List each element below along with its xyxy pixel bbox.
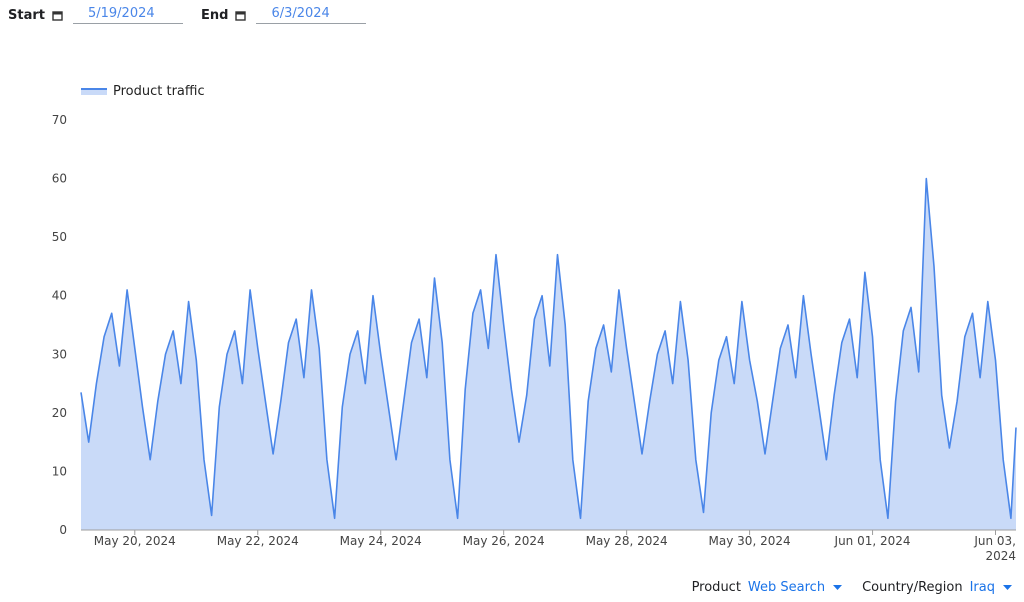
legend-swatch (81, 89, 107, 95)
date-controls: Start 5/19/2024 End 6/3/2024 (8, 6, 384, 24)
calendar-icon[interactable] (235, 10, 247, 21)
end-date[interactable]: 6/3/2024 (256, 6, 367, 24)
x-tick-label-part: 2024 (985, 549, 1016, 563)
x-tick-label: May 26, 2024 (463, 534, 545, 548)
y-tick-label: 60 (52, 172, 67, 186)
x-tick-label: Jun 01, 2024 (834, 534, 911, 548)
filter[interactable]: Country/Region Iraq (862, 580, 1012, 595)
x-tick-label: May 24, 2024 (340, 534, 422, 548)
filter-label: Country/Region (862, 580, 963, 595)
y-tick-label: 50 (52, 230, 67, 244)
y-tick-label: 10 (52, 464, 67, 478)
filter-value[interactable]: Web Search (747, 580, 826, 595)
x-tick-label: May 28, 2024 (586, 534, 668, 548)
end-label: End (200, 7, 229, 23)
filters: Product Web Search Country/Region Iraq (672, 580, 1012, 595)
chart: 0 10 20 30 40 50 60 70 Product traffic May 20, 20… (52, 84, 1017, 563)
x-tick-label: May 20, 2024 (94, 534, 176, 548)
x-tick-label: May 22, 2024 (217, 534, 299, 548)
start-label: Start (8, 7, 45, 23)
x-tick-label-part: Jun 03, (973, 534, 1016, 548)
filter-label: Product (691, 580, 741, 595)
dropdown-arrow[interactable] (1003, 585, 1012, 590)
y-tick-label: 40 (52, 289, 67, 303)
calendar-icon[interactable] (52, 10, 63, 21)
filter[interactable]: Product Web Search (692, 580, 843, 595)
filter-value[interactable]: Iraq (969, 580, 995, 595)
dropdown-arrow[interactable] (833, 585, 843, 590)
y-tick-label: 0 (59, 523, 67, 537)
x-tick-label: May 30, 2024 (709, 534, 791, 548)
y-tick-label: 30 (52, 347, 67, 361)
y-tick-label: 70 (52, 113, 67, 127)
y-tick-label: 20 (52, 406, 67, 420)
line (80, 177, 1017, 520)
start-date[interactable]: 5/19/2024 (72, 6, 183, 24)
legend-label: Product traffic (113, 84, 205, 99)
x-tick-label: Jun 03, 2024 (973, 534, 1016, 563)
